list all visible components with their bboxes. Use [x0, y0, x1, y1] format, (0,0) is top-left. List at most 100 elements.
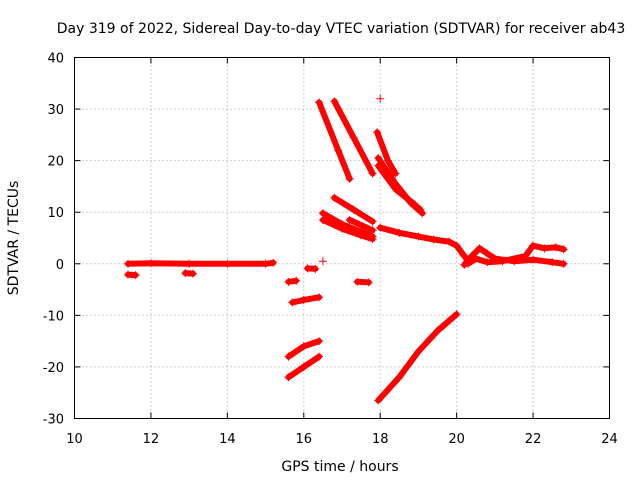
x-tick-label: 12 — [143, 432, 160, 447]
data-point — [330, 97, 339, 106]
series-arc-20 — [353, 277, 373, 287]
data-point — [383, 156, 392, 165]
series-arc-14 — [376, 223, 473, 266]
series-arc-21 — [288, 293, 324, 307]
x-tick-label: 18 — [372, 432, 389, 447]
data-point — [349, 133, 358, 142]
data-point — [318, 209, 327, 218]
data-point — [284, 373, 293, 382]
data-point — [330, 193, 339, 202]
y-tick-label: -20 — [43, 361, 64, 376]
data-point — [376, 94, 385, 103]
data-point — [414, 347, 423, 356]
y-tick-label: 0 — [56, 258, 64, 273]
data-point — [315, 352, 324, 361]
y-tick-label: 30 — [47, 103, 64, 118]
data-point — [181, 269, 190, 278]
data-point — [395, 228, 404, 237]
data-point — [311, 264, 320, 273]
y-tick-label: -10 — [43, 309, 64, 324]
series-arc-19 — [318, 257, 327, 266]
data-point — [391, 169, 400, 178]
data-point — [338, 224, 346, 233]
data-point — [364, 278, 373, 287]
data-track — [316, 99, 353, 182]
x-tick-label: 14 — [219, 432, 236, 447]
series-arc-5 — [330, 97, 377, 178]
data-point — [414, 232, 423, 241]
data-point — [188, 269, 197, 278]
data-point — [552, 243, 560, 252]
series-arc-1 — [124, 258, 278, 268]
data-point — [292, 276, 301, 285]
series-arc-4 — [315, 98, 354, 183]
series-arc-3 — [181, 269, 197, 278]
data-point — [334, 146, 343, 155]
data-point — [521, 252, 530, 261]
series-arc-17 — [284, 276, 301, 286]
data-point — [483, 258, 492, 267]
data-point — [374, 154, 383, 163]
data-point — [315, 337, 324, 346]
data-point — [445, 237, 453, 246]
data-point — [299, 342, 308, 351]
series-arc-23 — [284, 352, 324, 382]
data-point — [464, 259, 473, 268]
data-point — [131, 271, 140, 280]
data-point — [410, 200, 419, 209]
plot-frame — [74, 57, 610, 419]
series-arc-6 — [373, 128, 400, 178]
series-arc-18 — [303, 264, 320, 273]
y-tick-label: 10 — [47, 206, 64, 221]
data-point — [299, 295, 308, 304]
data-point — [261, 259, 270, 268]
data-point — [299, 362, 308, 371]
series-arc-11 — [318, 215, 377, 244]
data-point — [416, 205, 425, 214]
data-track — [319, 216, 376, 242]
x-tick-label: 10 — [66, 432, 83, 447]
x-tick-label: 16 — [296, 432, 313, 447]
x-tick-label: 20 — [448, 432, 465, 447]
data-point — [345, 215, 354, 224]
data-point — [284, 277, 293, 286]
data-point — [548, 258, 557, 267]
data-point — [368, 235, 377, 244]
series-arc-9 — [376, 94, 385, 103]
data-point — [460, 252, 469, 261]
data-point — [395, 373, 404, 382]
series-arc-13 — [345, 215, 377, 235]
data-point — [475, 244, 484, 253]
data-point — [269, 258, 278, 267]
series-arc-24 — [374, 310, 461, 405]
data-point — [374, 396, 383, 405]
y-tick-label: 20 — [47, 155, 64, 170]
data-point — [529, 241, 538, 250]
series-arc-12 — [330, 193, 377, 226]
x-axis-label: GPS time / hours — [281, 459, 398, 475]
data-point — [357, 231, 366, 240]
series-arc-8 — [374, 161, 425, 214]
data-point — [368, 217, 377, 226]
data-point — [368, 169, 377, 178]
data-point — [318, 257, 327, 266]
data-point — [124, 270, 132, 279]
data-point — [529, 255, 538, 264]
series-arc-2 — [124, 270, 140, 280]
data-point — [452, 241, 461, 250]
data-point — [353, 277, 362, 286]
data-point — [429, 235, 438, 244]
data-point — [318, 215, 327, 224]
data-point — [284, 352, 293, 361]
data-track — [375, 311, 460, 404]
data-point — [345, 174, 354, 183]
data-point — [376, 223, 385, 232]
data-point — [288, 298, 297, 307]
data-point — [315, 293, 324, 302]
series-arc-15 — [460, 244, 568, 269]
grid — [74, 57, 610, 419]
data-track — [346, 216, 376, 234]
data-point — [223, 259, 232, 268]
data-point — [433, 326, 442, 335]
